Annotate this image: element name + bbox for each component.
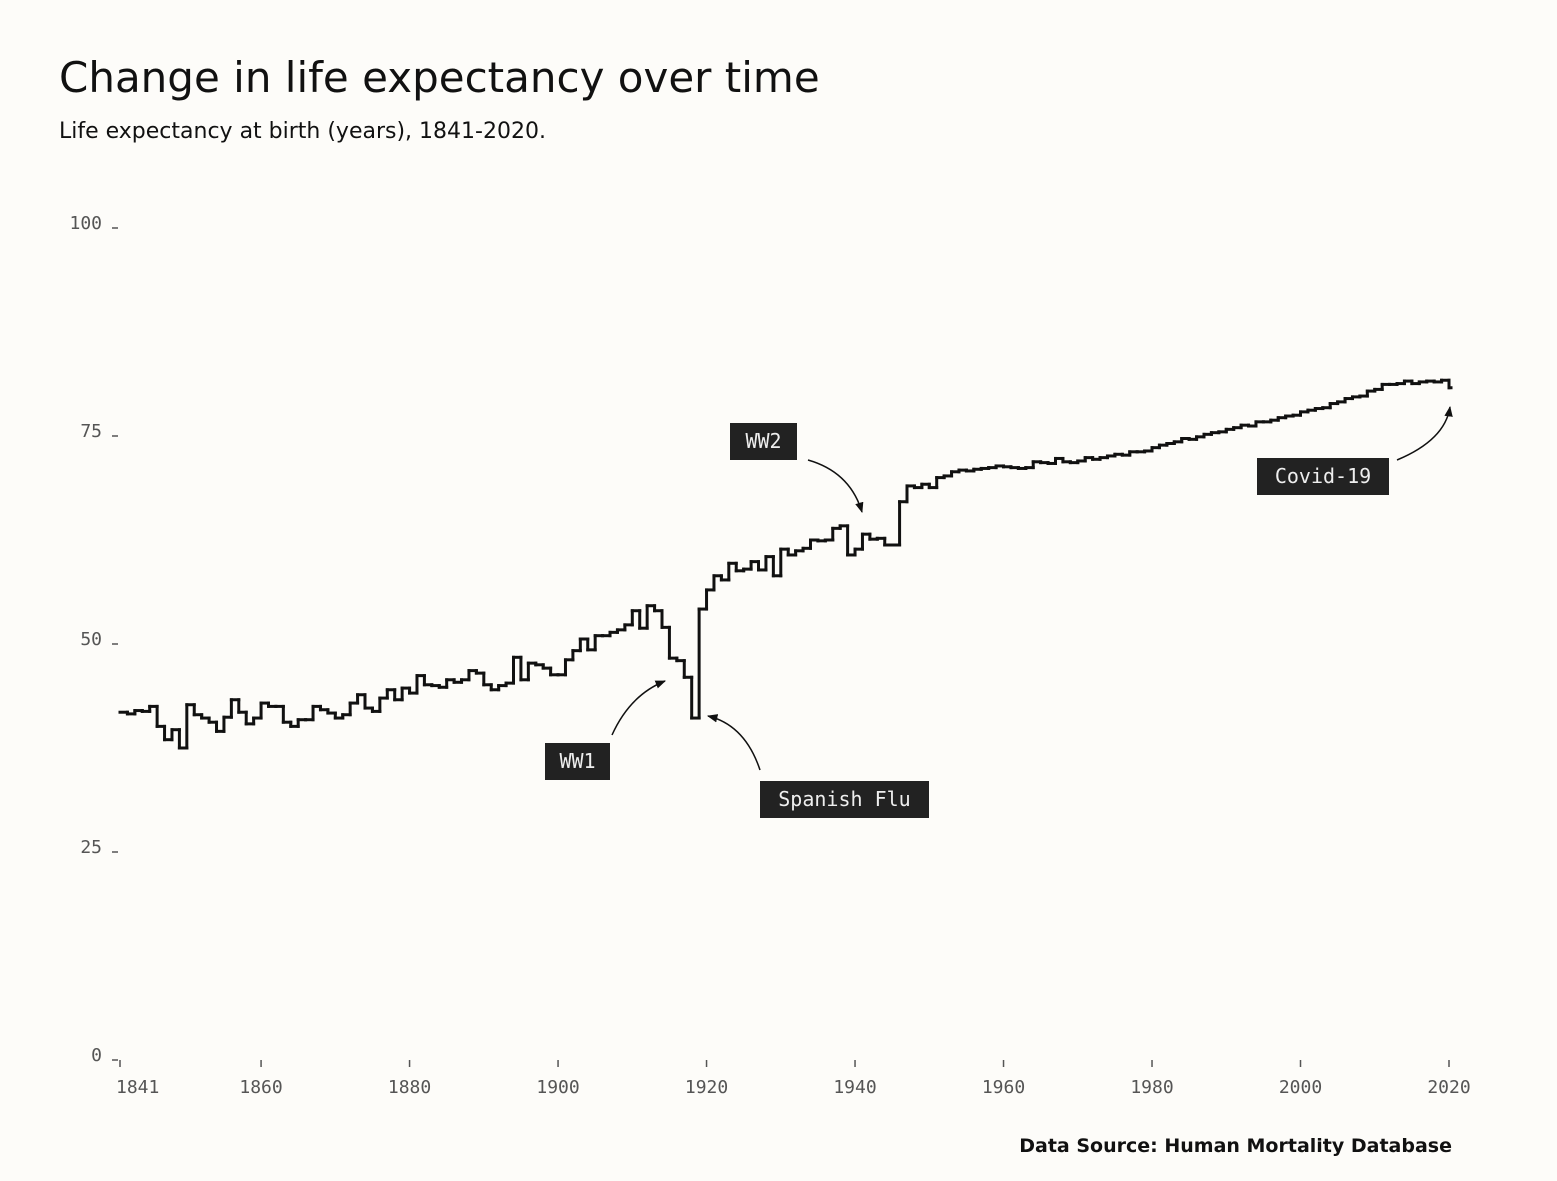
chart-title: Change in life expectancy over time <box>59 53 820 102</box>
x-tick-label: 1960 <box>982 1077 1025 1098</box>
x-tick-label: 2020 <box>1427 1077 1470 1098</box>
x-tick-label: 1920 <box>685 1077 728 1098</box>
annotation-box <box>760 781 929 818</box>
x-tick-label: 2000 <box>1279 1077 1322 1098</box>
x-tick-label: 1880 <box>388 1077 431 1098</box>
x-tick-label: 1860 <box>239 1077 282 1098</box>
y-tick-label: 0 <box>91 1045 102 1066</box>
arrow <box>706 714 761 771</box>
annotation-label: Spanish Flu <box>778 787 910 811</box>
x-tick-label: 1980 <box>1130 1077 1173 1098</box>
annotation-label: Covid-19 <box>1275 464 1371 488</box>
arrow <box>1396 405 1453 461</box>
y-tick-label: 75 <box>80 421 102 442</box>
x-tick-label: 1900 <box>536 1077 579 1098</box>
y-tick-label: 100 <box>69 213 102 234</box>
arrow <box>807 459 864 514</box>
x-tick-label: 1841 <box>116 1077 159 1098</box>
caption: Data Source: Human Mortality Database <box>1019 1135 1452 1157</box>
chart-subtitle: Life expectancy at birth (years), 1841-2… <box>59 119 546 144</box>
annotation-box <box>545 743 610 780</box>
x-tick-label: 1940 <box>833 1077 876 1098</box>
y-tick-label: 50 <box>80 629 102 650</box>
annotation-box <box>730 423 797 460</box>
annotation-box <box>1257 458 1389 495</box>
y-tick-label: 25 <box>80 837 102 858</box>
annotation-arrows <box>611 405 1453 771</box>
arrow <box>611 680 666 736</box>
annotation-label: WW2 <box>745 429 781 453</box>
annotation-label: WW1 <box>559 749 595 773</box>
